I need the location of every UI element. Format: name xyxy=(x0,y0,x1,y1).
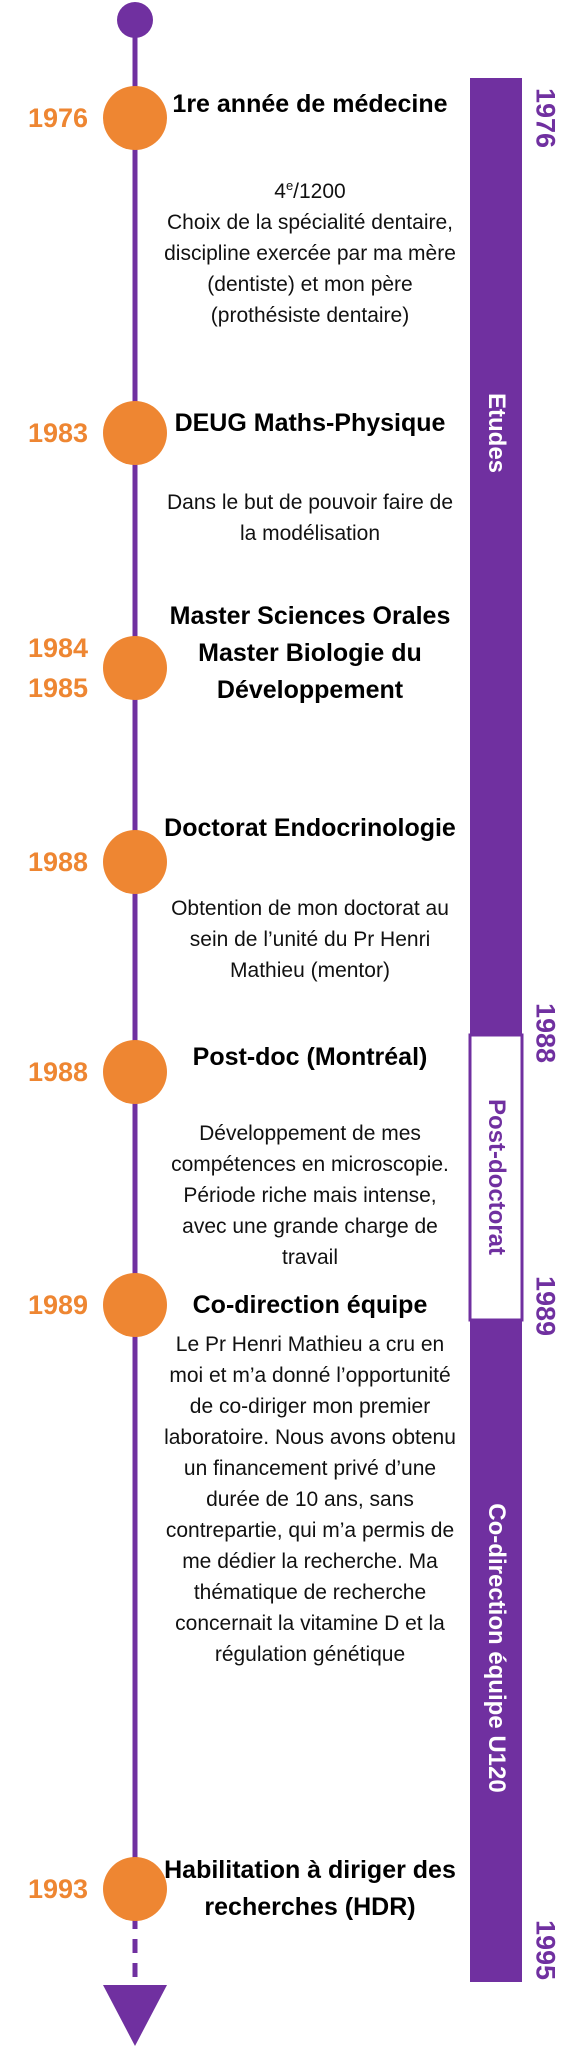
year-label: 1993 xyxy=(27,1874,89,1904)
event-title: 1re année de médecine xyxy=(172,90,448,118)
event-node-1983 xyxy=(103,401,167,465)
event-description: Dans le but de pouvoir faire de la modél… xyxy=(166,491,453,545)
event-description: Obtention de mon doctorat au sein de l’u… xyxy=(171,897,449,982)
event-title-line: Master Sciences Orales xyxy=(169,602,451,630)
period-boundary-year: 1995 xyxy=(530,1919,561,1981)
event-title-line: Master Biologie du Développement xyxy=(198,639,422,704)
event-title: Doctorat Endocrinologie xyxy=(164,814,456,842)
event-title: Habilitation à diriger des recherches (H… xyxy=(164,1856,456,1921)
event-title: DEUG Maths-Physique xyxy=(174,409,446,437)
rank-value: 4e/1200 xyxy=(274,178,346,203)
event-node-1988-postdoc xyxy=(103,1040,167,1104)
year-label: 1983 xyxy=(27,418,89,448)
event-description: 4e/1200 Choix de la spécialité dentaire,… xyxy=(164,176,456,331)
event-description-text: Choix de la spécialité dentaire, discipl… xyxy=(164,211,456,327)
year-label: 1985 xyxy=(27,673,89,703)
period-bar-codirection xyxy=(470,1320,522,1982)
year-label: 1976 xyxy=(27,103,89,133)
period-boundary-year: 1988 xyxy=(530,1002,561,1064)
event-title: Co-direction équipe xyxy=(192,1291,428,1319)
year-label: 1988 xyxy=(27,1057,89,1087)
event-node-1993 xyxy=(103,1857,167,1921)
period-label-postdoc: Post-doctorat xyxy=(483,1099,510,1255)
period-label-codirection: Co-direction équipe U120 xyxy=(483,1503,510,1793)
year-label: 1989 xyxy=(27,1290,89,1320)
timeline-start-dot xyxy=(117,2,153,38)
event-node-1976 xyxy=(103,86,167,150)
event-description: Le Pr Henri Mathieu a cru en moi et m’a … xyxy=(164,1333,456,1666)
period-bar-postdoc xyxy=(468,1033,524,1322)
event-node-1989 xyxy=(103,1273,167,1337)
timeline-arrow-icon xyxy=(103,1985,167,2046)
year-label: 1984 xyxy=(27,633,89,663)
event-title: Master Sciences Orales Master Biologie d… xyxy=(164,598,456,709)
event-node-1988-doctorat xyxy=(103,830,167,894)
period-boundary-year: 1976 xyxy=(530,87,561,149)
period-bar-etudes xyxy=(470,78,522,1035)
period-label-etudes: Etudes xyxy=(483,392,510,474)
event-node-1984-1985 xyxy=(103,636,167,700)
year-label: 1988 xyxy=(27,847,89,877)
period-boundary-year: 1989 xyxy=(530,1275,561,1337)
event-description: Développement de mes compétences en micr… xyxy=(171,1122,449,1269)
event-title: Post-doc (Montréal) xyxy=(192,1043,428,1071)
